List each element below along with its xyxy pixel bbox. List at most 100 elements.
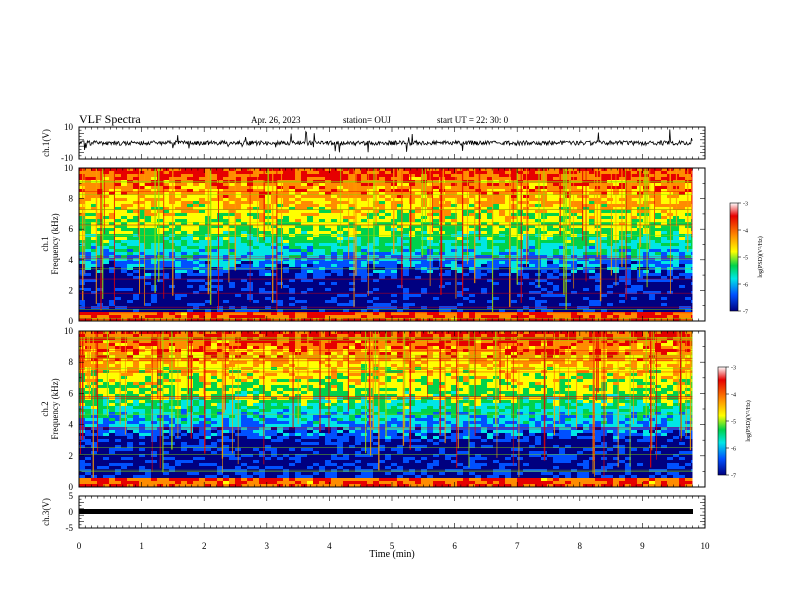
spectrogram-cell [151, 186, 158, 190]
spectrogram-cell [349, 219, 356, 223]
spectrogram-cell [133, 288, 140, 292]
spectrogram-cell [379, 273, 386, 277]
spectrogram-cell [97, 231, 104, 235]
spectrogram-cell [241, 222, 248, 226]
spectrogram-cell [187, 270, 194, 274]
spectrogram-cell [331, 195, 338, 199]
spectrogram-cell [367, 219, 374, 223]
spectrogram-cell [397, 276, 404, 280]
spectrogram-cell [571, 240, 578, 244]
spectrogram-cell [487, 297, 494, 301]
spectrogram-cell [187, 264, 194, 268]
spectrogram-cell [379, 171, 386, 175]
spectrogram-cell [673, 300, 680, 304]
spectrogram-cell [457, 246, 464, 250]
spectrogram-cell [97, 168, 104, 172]
spectrogram-cell [103, 243, 110, 247]
spectrogram-cell [529, 207, 536, 211]
spectrogram-cell [529, 294, 536, 298]
spectrogram-cell [139, 270, 146, 274]
spectrogram-cell [319, 225, 326, 229]
spectrogram-cell [337, 297, 344, 301]
spectrogram-cell [577, 270, 584, 274]
spectrogram-cell [511, 183, 518, 187]
spectrogram-cell [91, 204, 98, 208]
spectrogram-cell [457, 207, 464, 211]
spectrogram-cell [169, 303, 176, 307]
spectrogram-cell [241, 228, 248, 232]
spectrogram-cell [607, 282, 614, 286]
spectrogram-cell [535, 249, 542, 253]
spectrogram-cell [379, 252, 386, 256]
spectrogram-cell [331, 282, 338, 286]
spectrogram-cell [655, 270, 662, 274]
spectrogram-cell [313, 234, 320, 238]
spectrogram-cell [493, 294, 500, 298]
spectrogram-cell [433, 213, 440, 217]
spectrogram-cell [409, 276, 416, 280]
spectrogram-cell [295, 231, 302, 235]
spectrogram-cell [139, 195, 146, 199]
spectrogram-cell [337, 168, 344, 172]
spectrogram-cell [199, 195, 206, 199]
spectrogram-cell [373, 246, 380, 250]
spectrogram-cell [517, 174, 524, 178]
spectrogram-cell [409, 198, 416, 202]
spectrogram-cell [481, 288, 488, 292]
spectrogram-cell [337, 303, 344, 307]
spectrogram-cell [103, 210, 110, 214]
spectrogram-cell [307, 240, 314, 244]
spectrogram-cell [313, 213, 320, 217]
spectrogram-cell [589, 246, 596, 250]
spectrogram-cell [589, 264, 596, 268]
spectrogram-cell [139, 189, 146, 193]
spectrogram-cell [307, 261, 314, 265]
spectrogram-cell [631, 243, 638, 247]
spectrogram-cell [85, 294, 92, 298]
spectrogram-cell [589, 174, 596, 178]
spectrogram-cell [181, 219, 188, 223]
spectrogram-cell [277, 252, 284, 256]
spectrogram-cell [379, 213, 386, 217]
spectrogram-cell [433, 297, 440, 301]
spectrogram-cell [349, 249, 356, 253]
spectrogram-cell [655, 177, 662, 181]
spectrogram-cell [595, 270, 602, 274]
spectrogram-cell [385, 225, 392, 229]
spectrogram-cell [475, 186, 482, 190]
spectrogram-cell [319, 195, 326, 199]
spectrogram-cell [295, 183, 302, 187]
spectrogram-cell [229, 201, 236, 205]
spectrogram-cell [517, 195, 524, 199]
spectrogram-cell [679, 177, 686, 181]
spectrogram-cell [397, 210, 404, 214]
spectrogram-cell [487, 291, 494, 295]
spectrogram-cell [463, 168, 470, 172]
spectrogram-cell [661, 243, 668, 247]
spectrogram-cell [457, 177, 464, 181]
spectrogram-cell [673, 249, 680, 253]
spectrogram-cell [337, 288, 344, 292]
spectrogram-cell [535, 291, 542, 295]
spectrogram-cell [457, 303, 464, 307]
spectrogram-cell [181, 249, 188, 253]
spectrogram-cell [109, 270, 116, 274]
spectrogram-cell [601, 300, 608, 304]
spectrogram-cell [331, 204, 338, 208]
spectrogram-cell [193, 219, 200, 223]
spectrogram-cell [205, 306, 212, 310]
spectrogram-cell [385, 192, 392, 196]
spectrogram-cell [445, 219, 452, 223]
spectrogram-cell [325, 261, 332, 265]
spectrogram-cell [565, 183, 572, 187]
spectrogram-cell [121, 240, 128, 244]
spectrogram-cell [505, 249, 512, 253]
spectrogram-cell [355, 174, 362, 178]
spectrogram-cell [331, 243, 338, 247]
spectrogram-cell [199, 177, 206, 181]
spectrogram-cell [85, 234, 92, 238]
spectrogram-cell [487, 189, 494, 193]
spectrogram-cell [433, 201, 440, 205]
spectrogram-cell [283, 312, 290, 316]
